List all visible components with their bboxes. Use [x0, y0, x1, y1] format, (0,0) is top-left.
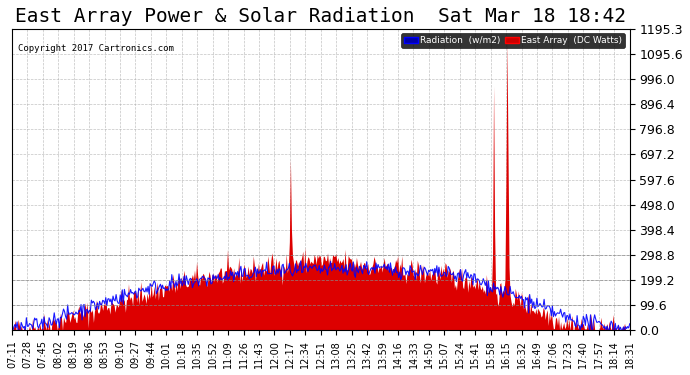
Text: Copyright 2017 Cartronics.com: Copyright 2017 Cartronics.com	[18, 44, 174, 53]
Title: East Array Power & Solar Radiation  Sat Mar 18 18:42: East Array Power & Solar Radiation Sat M…	[15, 7, 627, 26]
Legend: Radiation  (w/m2), East Array  (DC Watts): Radiation (w/m2), East Array (DC Watts)	[402, 33, 625, 48]
